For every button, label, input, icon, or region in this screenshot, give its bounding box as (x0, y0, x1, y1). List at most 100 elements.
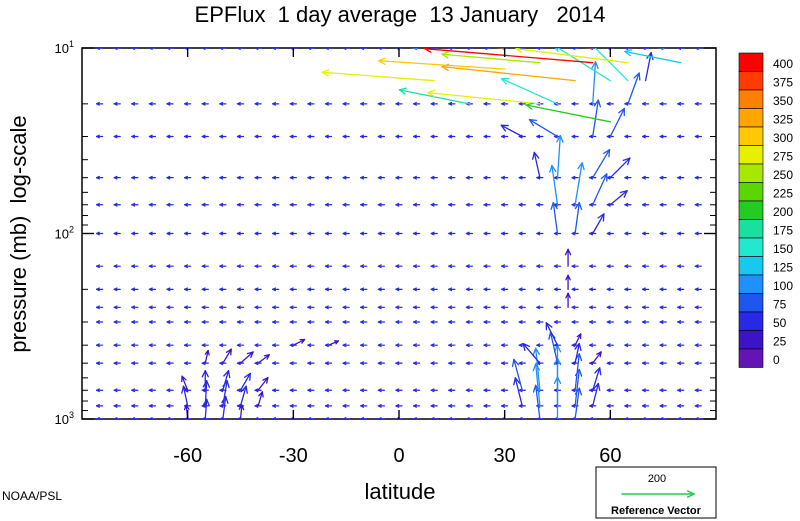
credit-label: NOAA/PSL (2, 489, 62, 503)
background-vector (694, 101, 702, 106)
flux-vector (500, 124, 523, 138)
colorbar-swatch (738, 219, 764, 239)
background-vector (641, 48, 650, 50)
colorbar-swatch (738, 145, 764, 165)
background-vector (395, 264, 403, 269)
background-vector (307, 320, 315, 324)
background-vector (677, 264, 685, 269)
background-vector (448, 388, 456, 393)
background-vector (113, 320, 121, 324)
background-vector (694, 361, 702, 366)
background-vector (148, 320, 157, 324)
background-vector (113, 417, 121, 419)
background-vector (694, 134, 702, 139)
background-vector (589, 264, 597, 269)
colorbar-label: 275 (773, 150, 793, 164)
flux-vector (656, 48, 664, 49)
background-vector (272, 305, 280, 310)
background-vector (624, 417, 632, 419)
background-vector (272, 404, 280, 408)
background-vector (289, 101, 297, 106)
background-vector (641, 231, 650, 236)
flux-vector (222, 370, 231, 391)
background-vector (289, 175, 297, 180)
background-vector (342, 231, 350, 236)
background-vector (448, 264, 456, 269)
background-vector (553, 417, 562, 419)
background-vector (395, 361, 403, 366)
background-vector (166, 343, 174, 348)
background-vector (148, 175, 157, 180)
background-vector (536, 320, 544, 324)
background-vector (377, 231, 385, 236)
background-vector (236, 417, 245, 419)
background-vector (465, 388, 474, 393)
background-vector (360, 231, 368, 236)
background-vector (236, 305, 245, 310)
background-vector (184, 287, 192, 292)
background-vector (360, 134, 368, 139)
background-vector (483, 343, 491, 348)
y-axis-label: pressure (mb) log-scale (6, 115, 31, 352)
background-vector (166, 231, 174, 236)
background-vector (131, 287, 139, 292)
flux-vector (592, 367, 602, 391)
background-vector (342, 101, 350, 106)
background-vector (272, 343, 280, 348)
background-vector (694, 48, 702, 50)
background-vector (96, 320, 104, 324)
colorbar-label: 225 (773, 187, 793, 201)
flux-vector (583, 48, 594, 49)
background-vector (430, 175, 438, 180)
background-vector (307, 134, 315, 139)
background-vector (377, 264, 385, 269)
background-vector (501, 175, 509, 180)
background-vector (483, 287, 491, 292)
background-vector (571, 264, 579, 269)
background-vector (131, 320, 139, 324)
background-vector (254, 320, 262, 324)
flux-vector (321, 69, 435, 82)
colorbar-label: 125 (773, 261, 793, 275)
background-vector (606, 287, 614, 292)
background-vector (641, 101, 650, 106)
background-vector (694, 388, 702, 393)
background-vector (483, 320, 491, 324)
colorbar-label: 100 (773, 279, 793, 293)
background-vector (219, 343, 227, 348)
background-vector (360, 175, 368, 180)
background-vector (501, 101, 509, 106)
flux-vector (574, 202, 583, 235)
background-vector (184, 175, 192, 180)
background-vector (219, 264, 227, 269)
background-vector (166, 48, 174, 50)
background-vector (624, 305, 632, 310)
background-vector (254, 134, 262, 139)
colorbar-swatch (738, 126, 764, 146)
background-vector (272, 231, 280, 236)
flux-vector (410, 48, 418, 49)
background-vector (254, 175, 262, 180)
background-vector (96, 404, 104, 408)
background-vector (606, 417, 614, 419)
background-vector (659, 264, 667, 269)
background-vector (659, 361, 667, 366)
background-vector (395, 305, 403, 310)
background-vector (465, 417, 474, 419)
background-vector (342, 417, 350, 419)
background-vector (324, 417, 333, 419)
x-tick-label: 0 (393, 445, 404, 467)
background-vector (677, 320, 685, 324)
plot-area: -60 -30 0 30 60 101 102 103 (55, 39, 717, 467)
background-vector (483, 264, 491, 269)
x-axis-label: latitude (365, 479, 436, 504)
background-vector (307, 361, 315, 366)
background-vector (254, 231, 262, 236)
background-vector (659, 404, 667, 408)
background-vector (501, 417, 509, 419)
background-vector (289, 134, 297, 139)
background-vector (254, 287, 262, 292)
background-vector (201, 264, 209, 269)
background-vector (377, 404, 385, 408)
colorbar-label: 400 (773, 57, 793, 71)
